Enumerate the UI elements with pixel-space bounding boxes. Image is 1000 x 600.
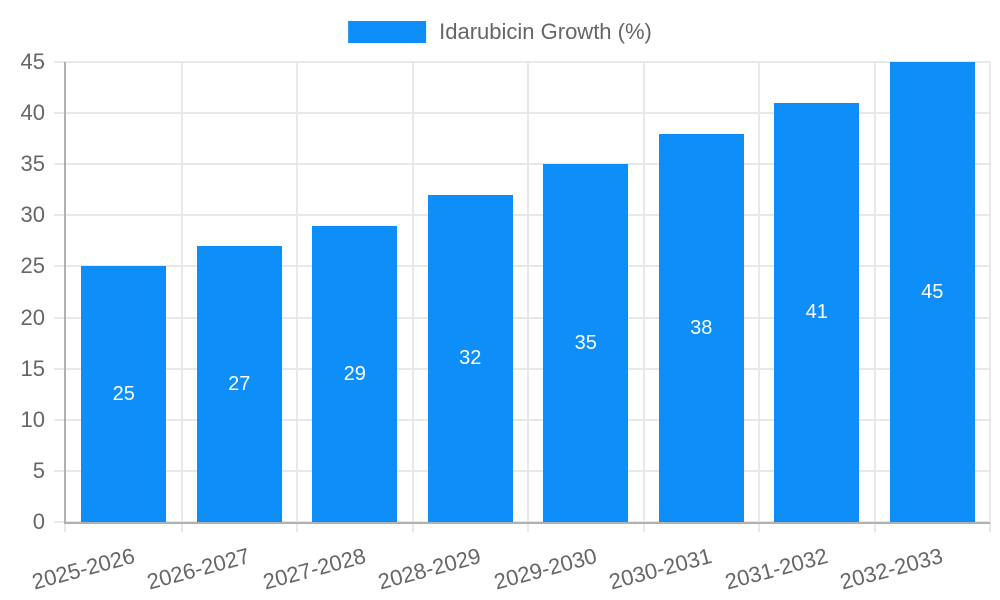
bar[interactable]: 29: [312, 225, 398, 522]
bar-value-label: 32: [459, 347, 482, 370]
x-axis-tick-label: 2026-2027: [144, 543, 253, 595]
gridline-horizontal: [54, 214, 990, 217]
x-axis-tick-label: 2025-2026: [28, 543, 137, 595]
gridline-vertical: [989, 62, 991, 532]
x-axis-tick-label: 2032-2033: [837, 543, 946, 595]
gridline-horizontal: [54, 418, 990, 421]
legend-swatch-icon: [348, 21, 427, 43]
y-axis-line: [64, 62, 66, 524]
gridline-horizontal: [54, 367, 990, 370]
x-axis-tick-label: 2028-2029: [375, 543, 484, 595]
y-axis-tick-label: 20: [20, 304, 45, 330]
x-axis-line: [64, 522, 990, 524]
bar-value-label: 38: [690, 316, 713, 339]
y-axis-tick-label: 25: [20, 253, 45, 279]
gridline-horizontal: [54, 61, 990, 63]
x-axis-tick-label: 2027-2028: [259, 543, 368, 595]
gridline-vertical: [296, 62, 298, 532]
x-axis-tick-label: 2030-2031: [606, 543, 715, 595]
y-axis-tick-label: 10: [20, 406, 45, 432]
y-axis-tick-label: 35: [20, 151, 45, 177]
y-axis-tick-label: 0: [32, 509, 45, 534]
y-axis-tick-label: 30: [20, 202, 45, 228]
gridline-horizontal: [54, 469, 990, 472]
y-axis-tick-label: 15: [20, 355, 45, 381]
gridline-vertical: [527, 62, 529, 532]
bar-value-label: 41: [805, 301, 828, 324]
bar[interactable]: 35: [543, 164, 629, 522]
y-axis-tick-label: 5: [32, 457, 45, 483]
y-axis-tick-label: 45: [20, 49, 45, 74]
x-axis-tick-label: 2029-2030: [490, 543, 599, 595]
bar[interactable]: 41: [774, 102, 860, 522]
gridline-horizontal: [54, 265, 990, 268]
bar-value-label: 27: [228, 373, 251, 395]
bar-value-label: 29: [343, 362, 366, 385]
bar-value-label: 35: [574, 332, 597, 355]
bar[interactable]: 27: [196, 246, 282, 522]
gridline-vertical: [758, 62, 760, 532]
gridline-vertical: [873, 62, 876, 532]
bar[interactable]: 45: [889, 62, 975, 522]
bar[interactable]: 25: [81, 266, 167, 522]
legend-label: Idarubicin Growth (%): [439, 19, 652, 44]
y-axis-tick-label: 40: [20, 100, 45, 126]
x-axis-tick-label: 2031-2032: [721, 543, 830, 595]
gridline-vertical: [642, 62, 645, 532]
bar[interactable]: 32: [427, 194, 513, 522]
gridline-horizontal: [54, 316, 990, 319]
gridline-vertical: [180, 62, 183, 532]
bar-value-label: 25: [112, 383, 135, 406]
gridline-horizontal: [54, 163, 990, 166]
plot-area: 0 5 10 15 20 25 30 35 40 45 25 2025-2026 27 2026-2027…: [21, 49, 991, 594]
bar-value-label: 45: [921, 281, 944, 303]
bar[interactable]: 38: [658, 133, 744, 522]
gridline-vertical: [411, 62, 414, 532]
legend[interactable]: Idarubicin Growth (%): [348, 19, 652, 45]
gridline-horizontal: [54, 112, 990, 115]
